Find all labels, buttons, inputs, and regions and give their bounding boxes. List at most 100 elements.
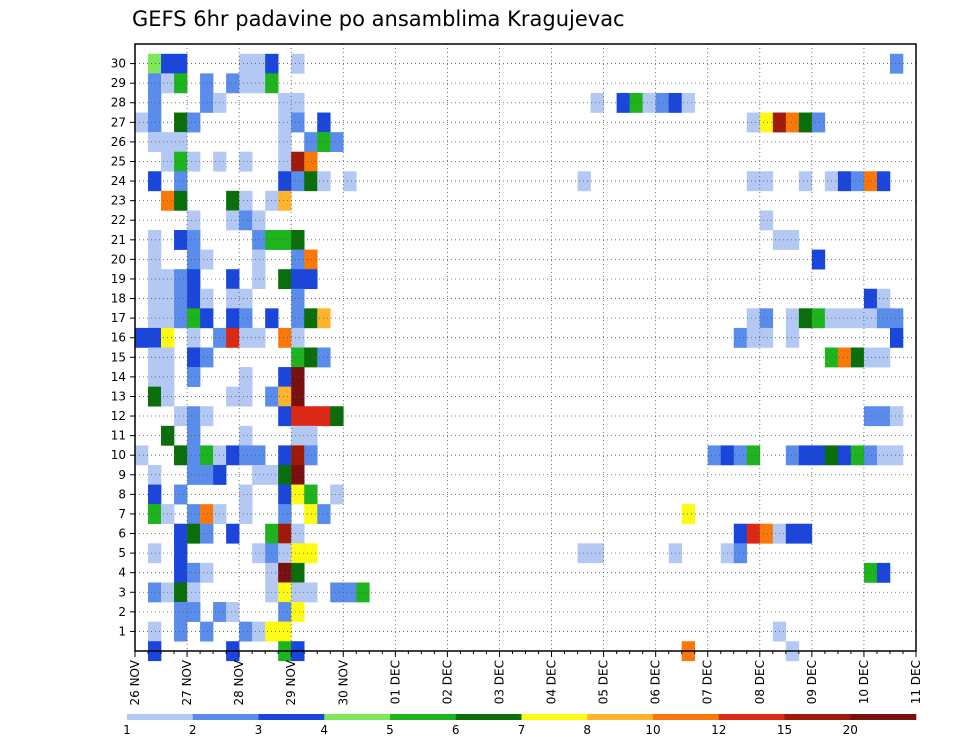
heatmap-cell [278, 406, 292, 427]
colorbar-swatch [390, 714, 457, 720]
y-tick-label: 12 [111, 409, 126, 423]
y-tick-label: 6 [118, 527, 126, 541]
heatmap-cell [291, 543, 305, 564]
heatmap-cell [187, 308, 201, 329]
colorbar-swatch [521, 714, 588, 720]
heatmap-cell [343, 582, 357, 603]
heatmap-cell [148, 171, 162, 192]
heatmap-cell [850, 347, 865, 368]
heatmap-cell [252, 543, 266, 564]
x-tick-label: 26 NOV [128, 659, 142, 705]
heatmap-cell [798, 308, 813, 329]
heatmap-cell [187, 562, 201, 583]
colorbar-label: 20 [843, 723, 858, 737]
heatmap-cell [135, 112, 149, 133]
heatmap-cell [135, 445, 149, 466]
heatmap-cell [252, 269, 266, 290]
heatmap-cell [148, 112, 162, 133]
heatmap-cell [291, 53, 305, 74]
heatmap-cell [252, 210, 266, 231]
heatmap-cell [200, 562, 214, 583]
heatmap-cell [577, 543, 591, 564]
heatmap-cell [187, 288, 201, 309]
x-tick-label: 11 DEC [909, 660, 923, 704]
heatmap-cell [811, 445, 826, 466]
x-tick-label: 09 DEC [805, 660, 819, 704]
x-tick-label: 03 DEC [492, 660, 506, 704]
heatmap-cell [148, 504, 162, 525]
heatmap-cell [252, 327, 266, 348]
heatmap-cell [304, 425, 318, 446]
y-tick-label: 1 [118, 624, 126, 638]
heatmap-cell [148, 308, 162, 329]
heatmap-cell [837, 308, 852, 329]
heatmap-cell [304, 132, 318, 152]
y-tick-label: 29 [111, 76, 126, 90]
heatmap-cell [200, 73, 214, 94]
heatmap-cell [291, 249, 305, 270]
heatmap-cell [187, 210, 201, 231]
heatmap-cell [278, 602, 292, 622]
heatmap-cell [252, 249, 266, 270]
colorbar-label: 1 [123, 723, 131, 737]
heatmap-cell [655, 92, 669, 113]
heatmap-cell [278, 504, 292, 525]
heatmap-cell [135, 327, 149, 348]
heatmap-cell [252, 73, 266, 94]
heatmap-cell [837, 347, 852, 368]
heatmap-cell [148, 464, 162, 485]
heatmap-cell [239, 151, 253, 172]
heatmap-cell [850, 171, 865, 192]
heatmap-cell [304, 406, 318, 427]
heatmap-cell [746, 445, 761, 466]
heatmap-cell [759, 171, 774, 192]
heatmap-cell [733, 327, 748, 348]
heatmap-cell [291, 523, 305, 544]
heatmap-cell [278, 445, 292, 466]
heatmap-cell [226, 602, 240, 622]
heatmap-cell [174, 445, 188, 466]
colorbar-label: 6 [452, 723, 460, 737]
heatmap-cell [148, 92, 162, 113]
y-tick-label: 18 [111, 292, 126, 306]
heatmap-cell [863, 562, 878, 583]
heatmap-cell [174, 151, 188, 172]
y-tick-label: 22 [111, 213, 126, 227]
heatmap-cell [187, 249, 201, 270]
heatmap-cell [200, 445, 214, 466]
heatmap-cell [200, 406, 214, 427]
heatmap-cell [226, 210, 240, 231]
colorbar: 1 2 3 4 5 6 7 8 10 12 15 20 [123, 714, 917, 737]
heatmap-cell [174, 602, 188, 622]
heatmap-cell [187, 406, 201, 427]
heatmap-cell [226, 327, 240, 348]
x-tick-label: 02 DEC [440, 660, 454, 704]
chart-title: GEFS 6hr padavine po ansamblima Kragujev… [132, 7, 625, 31]
heatmap-cell [174, 230, 188, 250]
heatmap-cell [278, 327, 292, 348]
heatmap-cell [187, 582, 201, 603]
heatmap-cell [798, 112, 813, 133]
heatmap-cell [187, 230, 201, 250]
colorbar-swatch [784, 714, 851, 720]
heatmap-cell [759, 210, 774, 231]
heatmap-cell [200, 92, 214, 113]
heatmap-cell [239, 53, 253, 74]
heatmap-cell [148, 73, 162, 94]
x-tick-label: 06 DEC [649, 660, 663, 704]
heatmap-cell [187, 327, 201, 348]
heatmap-cell [330, 132, 344, 152]
heatmap-cell [304, 543, 318, 564]
x-tick-label: 30 NOV [336, 659, 350, 705]
colorbar-swatch [653, 714, 720, 720]
y-tick-label: 9 [118, 468, 126, 482]
heatmap-cell [291, 308, 305, 329]
heatmap-cell [148, 347, 162, 368]
heatmap-cell [200, 523, 214, 544]
heatmap-cell [863, 406, 878, 427]
heatmap-cell [278, 367, 292, 387]
heatmap-cell [187, 425, 201, 446]
heatmap-cell [278, 171, 292, 192]
heatmap-cell [304, 582, 318, 603]
heatmap-cell [174, 132, 188, 152]
